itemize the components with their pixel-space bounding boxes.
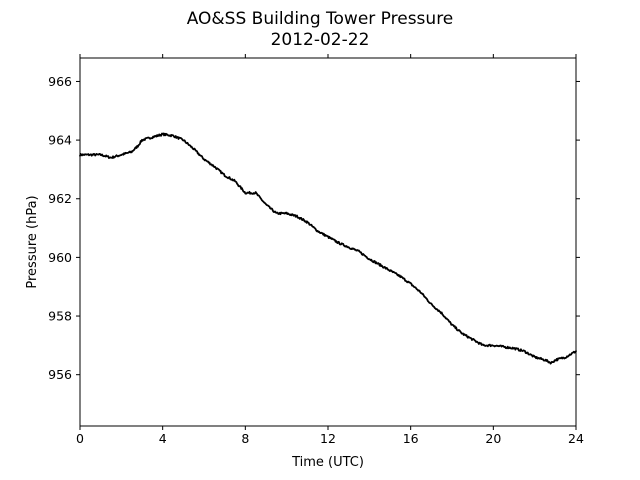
x-tick-label: 4	[159, 431, 167, 446]
y-axis-label: Pressure (hPa)	[25, 195, 40, 288]
series-line	[79, 132, 577, 365]
chart-title: AO&SS Building Tower Pressure	[187, 9, 454, 29]
plot-frame	[79, 57, 577, 427]
x-tick-label: 16	[403, 431, 419, 446]
chart-subtitle: 2012-02-22	[271, 30, 370, 50]
y-tick-label: 958	[48, 309, 72, 324]
tick-label-layer: 0 4 8 12 16 20 24 956 958 960 962 964 966	[48, 74, 584, 446]
y-tick-label: 956	[48, 367, 72, 382]
x-tick-label: 20	[485, 431, 501, 446]
tick-layer	[76, 54, 580, 430]
y-tick-label: 962	[48, 191, 72, 206]
y-tick-label: 966	[48, 74, 72, 89]
x-tick-label: 0	[76, 431, 84, 446]
y-tick-label: 960	[48, 250, 72, 265]
x-tick-label: 12	[320, 431, 336, 446]
x-axis-label: Time (UTC)	[291, 455, 364, 470]
x-tick-label: 24	[568, 431, 584, 446]
x-tick-label: 8	[241, 431, 249, 446]
y-tick-label: 964	[48, 133, 72, 148]
